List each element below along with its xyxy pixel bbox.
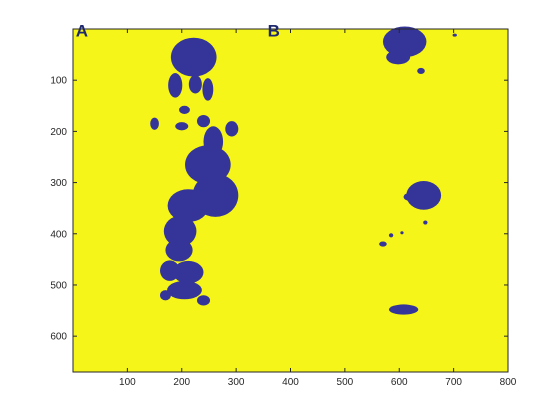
- region-blob: [175, 122, 189, 131]
- region-blob: [173, 260, 204, 284]
- region-blob: [188, 75, 202, 94]
- region-blob: [179, 105, 190, 114]
- region-blob: [400, 231, 404, 235]
- y-tick-label: 600: [50, 332, 67, 343]
- region-blob: [452, 33, 457, 37]
- region-blob: [163, 215, 197, 247]
- panel-label: B: [268, 22, 280, 41]
- x-tick-label: 200: [173, 377, 190, 388]
- x-tick-label: 100: [119, 377, 136, 388]
- region-blob: [165, 238, 193, 262]
- region-blob: [379, 241, 387, 247]
- y-tick-label: 500: [50, 280, 67, 291]
- y-tick-label: 400: [50, 229, 67, 240]
- region-blob: [388, 304, 419, 315]
- region-blob: [406, 181, 442, 210]
- x-tick-label: 500: [337, 377, 354, 388]
- region-blob: [417, 67, 425, 75]
- region-blob: [388, 233, 394, 238]
- region-blob: [382, 26, 427, 58]
- regions-layer: [150, 26, 457, 315]
- y-tick-label: 300: [50, 178, 67, 189]
- region-blob: [167, 280, 202, 300]
- y-tick-label: 200: [50, 127, 67, 138]
- region-blob: [150, 117, 159, 130]
- region-blob: [423, 220, 428, 225]
- ticks-layer: 100 200 300 400 500 600 700 800 100 200 300 400 500 6…: [50, 29, 517, 388]
- region-blob: [160, 290, 171, 301]
- region-blob: [196, 295, 211, 306]
- panel-label: A: [76, 22, 88, 41]
- region-blob: [225, 121, 239, 137]
- y-tick-label: 100: [50, 76, 67, 87]
- x-tick-label: 400: [282, 377, 299, 388]
- region-blob: [386, 49, 411, 65]
- plot-area: [73, 29, 508, 372]
- x-tick-label: 600: [391, 377, 408, 388]
- region-blob: [167, 189, 209, 223]
- region-blob: [196, 115, 211, 128]
- region-blob: [202, 78, 214, 101]
- region-blob: [170, 37, 217, 77]
- x-tick-label: 700: [445, 377, 462, 388]
- x-tick-label: 300: [228, 377, 245, 388]
- x-tick-label: 800: [500, 377, 517, 388]
- region-blob: [403, 192, 417, 202]
- region-blob: [168, 73, 183, 98]
